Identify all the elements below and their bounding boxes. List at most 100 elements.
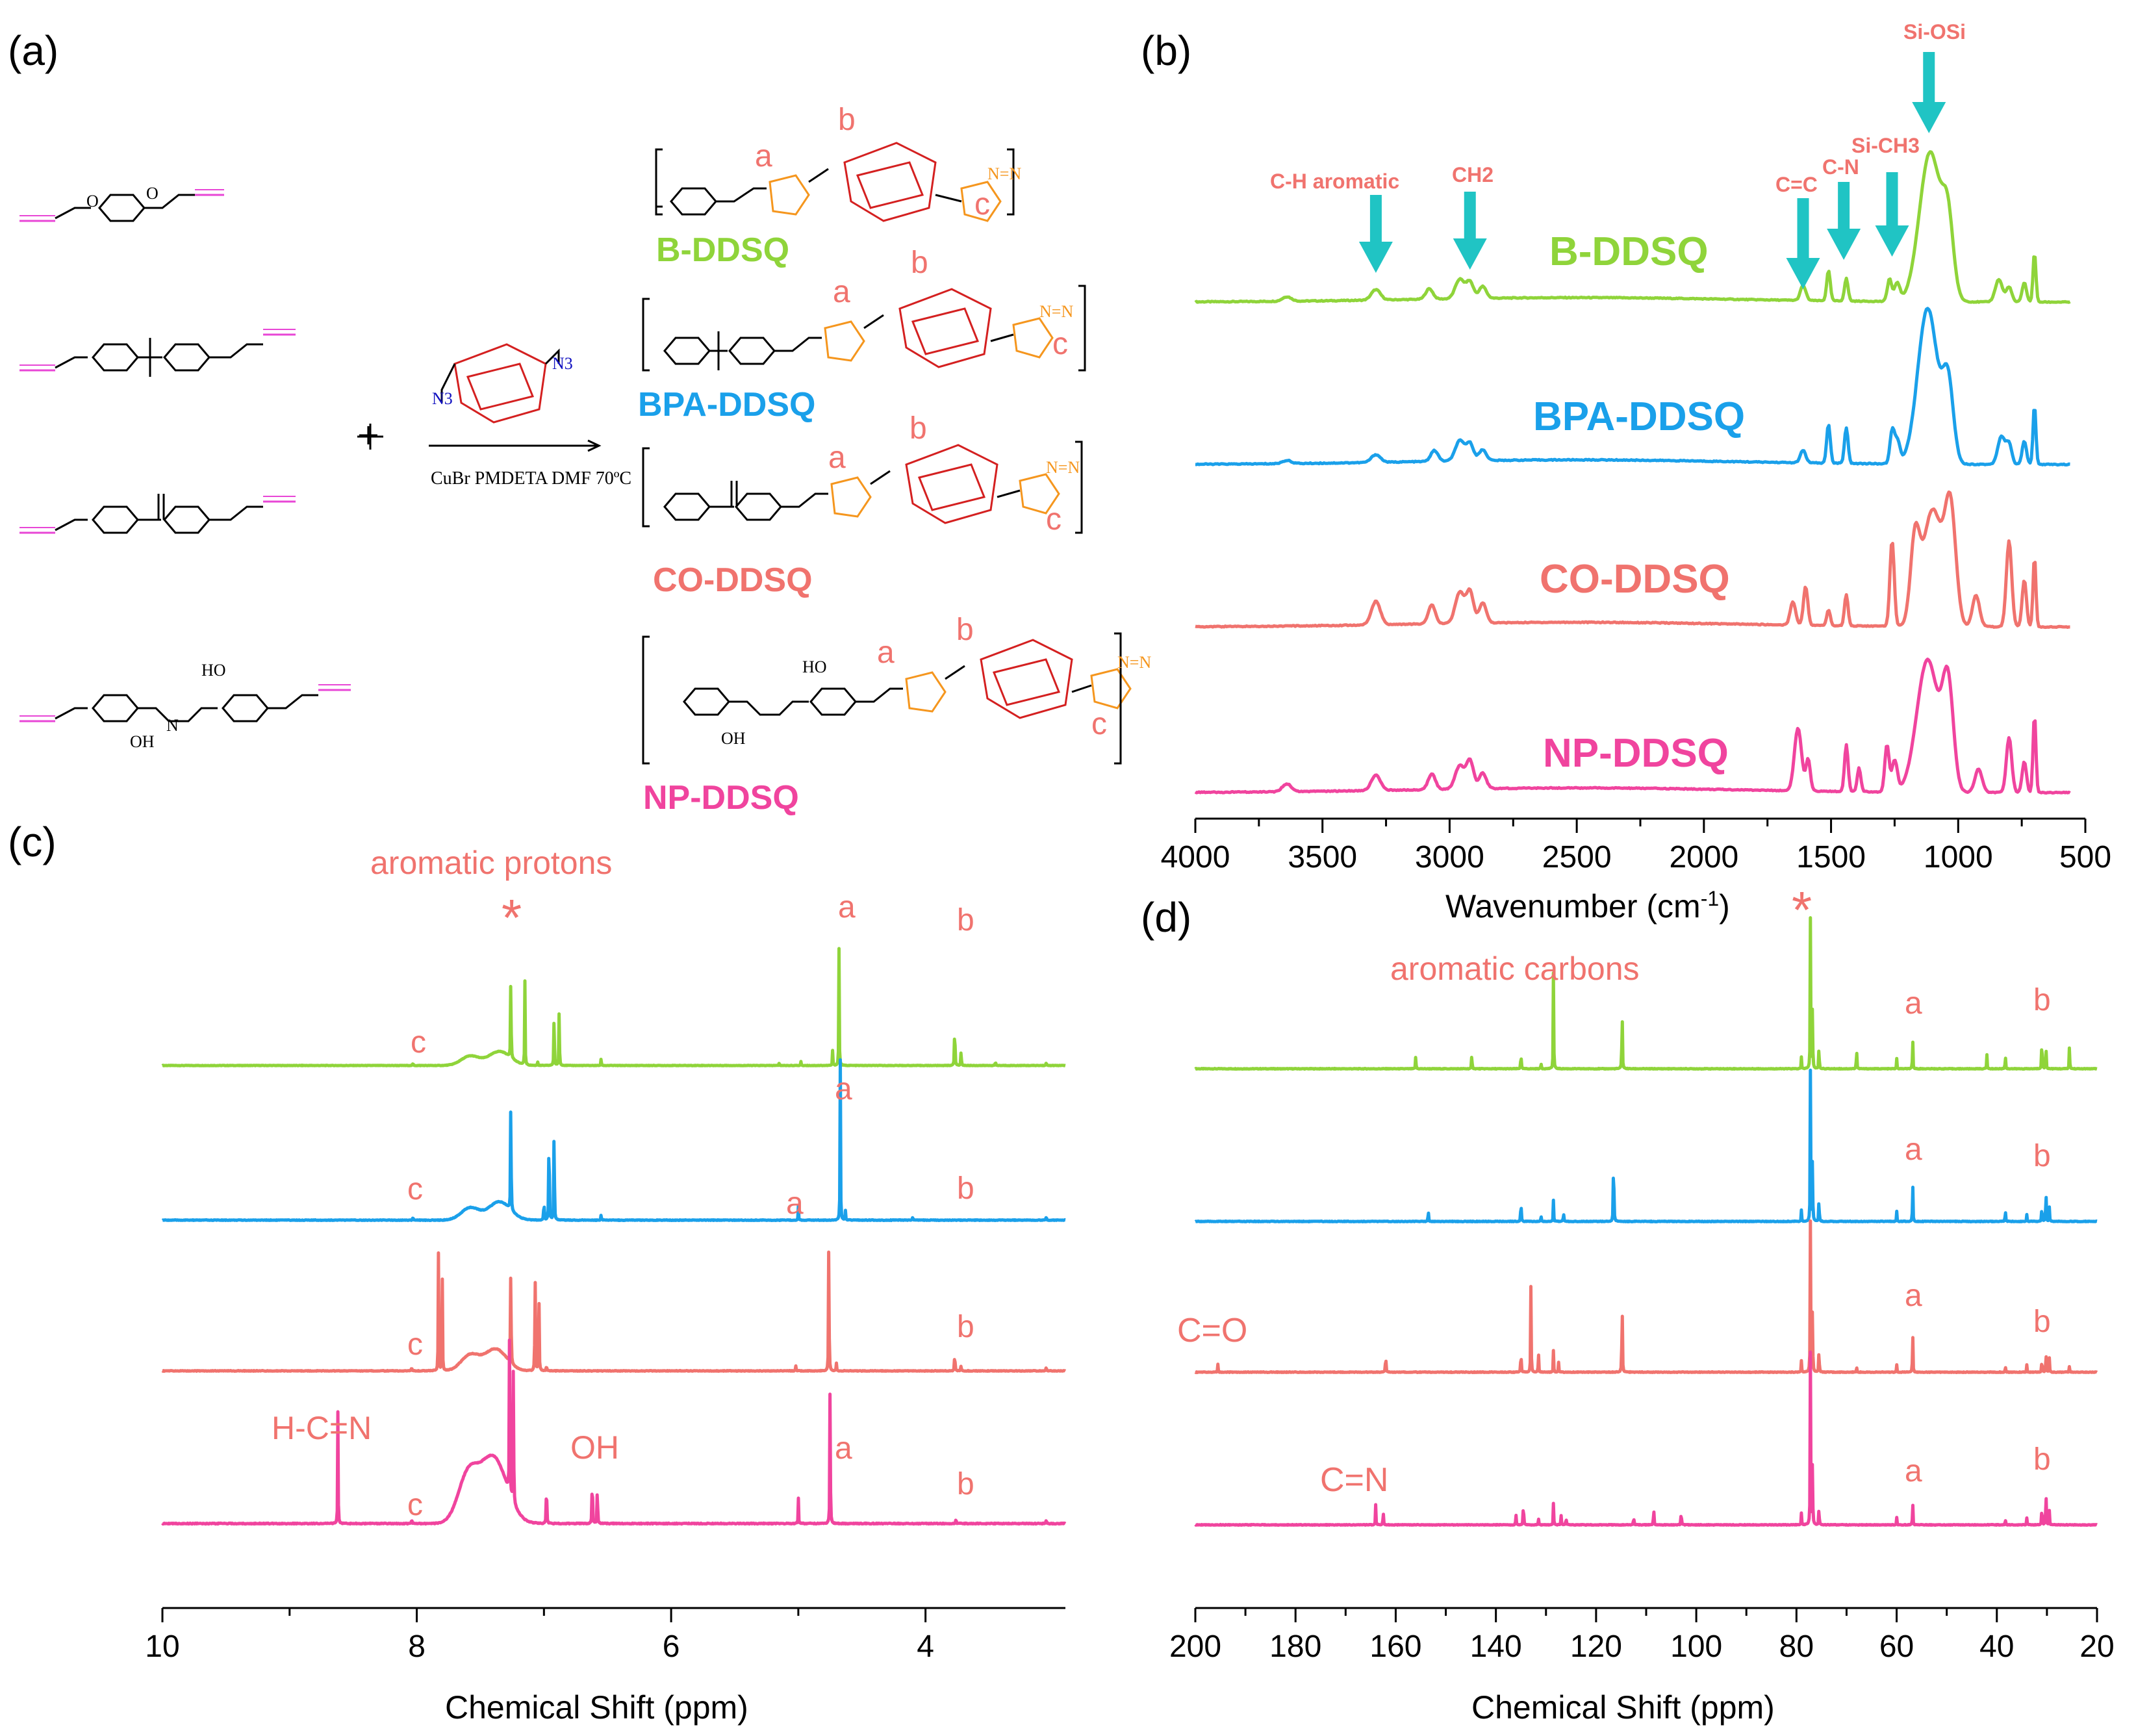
ftir-x-tick-label: 1500 [1796, 840, 1866, 874]
hnmr-x-tick-label: 10 [145, 1629, 179, 1664]
hnmr-label-c: c [407, 1327, 423, 1362]
triazole-label: N=N [1117, 653, 1151, 672]
cnmr-x-axis-title: Chemical Shift (ppm) [1471, 1689, 1775, 1726]
panel-letter-a: (a) [8, 27, 58, 74]
hnmr-annotation-oh: OH [570, 1429, 619, 1466]
ftir-arrow-shaft [1464, 192, 1476, 242]
hnmr-label-b: b [957, 1310, 974, 1344]
panel-letter-d: (d) [1141, 894, 1191, 941]
triazole-label: N=N [987, 164, 1021, 183]
hnmr-x-tick-label: 4 [917, 1629, 934, 1664]
hnmr-label-b: b [957, 903, 974, 938]
panel-b-ftir: 4000 3500 3000 2500 2000 1500 1000 500 Wavenumb… [1161, 20, 2111, 925]
ftir-annotation-sich3: Si-CH3 [1851, 134, 1920, 157]
cnmr-series-line-np-ddsq [1194, 1350, 2098, 1527]
product-label-bpa-ddsq: BPA-DDSQ [638, 386, 815, 424]
ftir-annotation-cc: C=C [1775, 173, 1818, 196]
site-label-c: c [974, 187, 990, 222]
ftir-arrow-shaft [1838, 182, 1850, 233]
ftir-axis: 4000 3500 3000 2500 2000 1500 1000 500 [1161, 817, 2111, 874]
cnmr-x-tick-label: 60 [1879, 1629, 1914, 1664]
cnmr-annotation-cn: C=N [1320, 1461, 1388, 1499]
hnmr-asterisk: * [502, 889, 522, 947]
panel-d-cnmr: 200 180 160 140 120 100 80 60 40 20 Chemical Shif… [1169, 881, 2115, 1726]
ftir-arrow-head [1786, 258, 1820, 289]
site-label-c: c [1046, 502, 1062, 537]
product-3-structure [642, 440, 1083, 534]
ftir-x-tick-label: 2500 [1542, 840, 1612, 874]
azide-label: N3 [432, 389, 453, 408]
ftir-x-axis-title: Wavenumber (cm-1) [1445, 887, 1730, 925]
site-label-b: b [911, 246, 928, 280]
monomer-1-structure [19, 189, 224, 222]
cnmr-label-a: a [1905, 1132, 1922, 1167]
cnmr-label-a: a [1905, 1279, 1922, 1313]
ftir-arrow-head [1358, 242, 1393, 273]
product-label-co-ddsq: CO-DDSQ [653, 561, 813, 599]
ftir-arrow-shaft [1923, 52, 1935, 106]
ftir-arrow-head [1453, 238, 1487, 270]
site-label-b: b [909, 411, 927, 446]
cnmr-series [1194, 916, 2098, 1527]
ftir-series-line-b-ddsq [1194, 150, 2071, 304]
cnmr-x-tick-label: 160 [1369, 1629, 1421, 1664]
ftir-annotation-siosi: Si-OSi [1903, 20, 1966, 44]
ftir-label-np-ddsq: NP-DDSQ [1543, 731, 1729, 776]
panel-c-hnmr: 10 8 6 4 Chemical Shift (ppm) aromatic prot… [145, 845, 1067, 1726]
ftir-x-tick-label: 1000 [1924, 840, 1993, 874]
ftir-annotation-ch2: CH2 [1452, 163, 1494, 186]
ftir-x-tick-label: 2000 [1669, 840, 1738, 874]
plus-sign [357, 424, 383, 450]
cnmr-annotation-aromatic: aromatic carbons [1390, 951, 1640, 987]
ftir-x-tick-label: 4000 [1161, 840, 1230, 874]
cnmr-series-line-b-ddsq [1194, 916, 2098, 1071]
monomer-3-structure [19, 494, 296, 534]
ftir-arrow-shaft [1886, 172, 1898, 229]
plus-text: + [357, 414, 379, 457]
atom-n: N [166, 716, 179, 735]
ftir-label-bpa-ddsq: BPA-DDSQ [1533, 394, 1745, 439]
cnmr-x-tick-label: 200 [1169, 1629, 1221, 1664]
cnmr-x-tick-label: 100 [1670, 1629, 1722, 1664]
atom-oh: OH [721, 729, 746, 748]
cnmr-x-tick-label: 20 [2079, 1629, 2114, 1664]
atom-o: O [86, 192, 99, 211]
ftir-arrow-shaft [1369, 195, 1382, 246]
site-label-b: b [838, 103, 856, 137]
cnmr-asterisk: * [1792, 881, 1812, 939]
ftir-annotation-ch-aromatic: C-H aromatic [1270, 170, 1399, 193]
cnmr-axis: 200 180 160 140 120 100 80 60 40 20 [1169, 1607, 2115, 1664]
panel-letter-b: (b) [1141, 27, 1191, 74]
ftir-label-b-ddsq: B-DDSQ [1549, 229, 1709, 274]
hnmr-series-line-co-ddsq [161, 1250, 1067, 1373]
hnmr-annotation-aromatic: aromatic protons [370, 845, 612, 881]
cnmr-series-line-co-ddsq [1194, 1219, 2098, 1374]
product-label-np-ddsq: NP-DDSQ [643, 779, 799, 817]
product-1-structure [655, 142, 1015, 222]
ftir-arrow-head [1912, 102, 1946, 133]
ftir-x-tick-label: 500 [2059, 840, 2111, 874]
cnmr-x-tick-label: 140 [1470, 1629, 1522, 1664]
site-label-a: a [755, 139, 772, 173]
hnmr-label-c: c [407, 1172, 423, 1206]
ftir-arrows [1358, 52, 1946, 289]
cnmr-label-b: b [2033, 983, 2051, 1017]
cnmr-x-tick-label: 120 [1570, 1629, 1622, 1664]
atom-oh: OH [130, 732, 155, 751]
cnmr-x-tick-label: 80 [1779, 1629, 1814, 1664]
ftir-annotation-cn: C-N [1822, 155, 1859, 179]
hnmr-series-line-bpa-ddsq [161, 1058, 1067, 1222]
hnmr-label-a: a [835, 1431, 852, 1466]
ftir-x-tick-label: 3500 [1288, 840, 1357, 874]
ftir-series-line-co-ddsq [1195, 490, 2071, 630]
hnmr-annotation-hcn: H-C=N [272, 1410, 372, 1446]
hnmr-x-tick-label: 6 [663, 1629, 680, 1664]
reaction-scheme [19, 142, 1132, 765]
atom-ho: HO [201, 661, 226, 680]
site-label-a: a [877, 635, 895, 670]
ftir-series-line-np-ddsq [1194, 657, 2071, 795]
ftir-x-tick-label: 3000 [1415, 840, 1484, 874]
diazide-structure [440, 343, 560, 424]
cnmr-label-a: a [1905, 1454, 1922, 1488]
site-label-c: c [1091, 707, 1107, 741]
